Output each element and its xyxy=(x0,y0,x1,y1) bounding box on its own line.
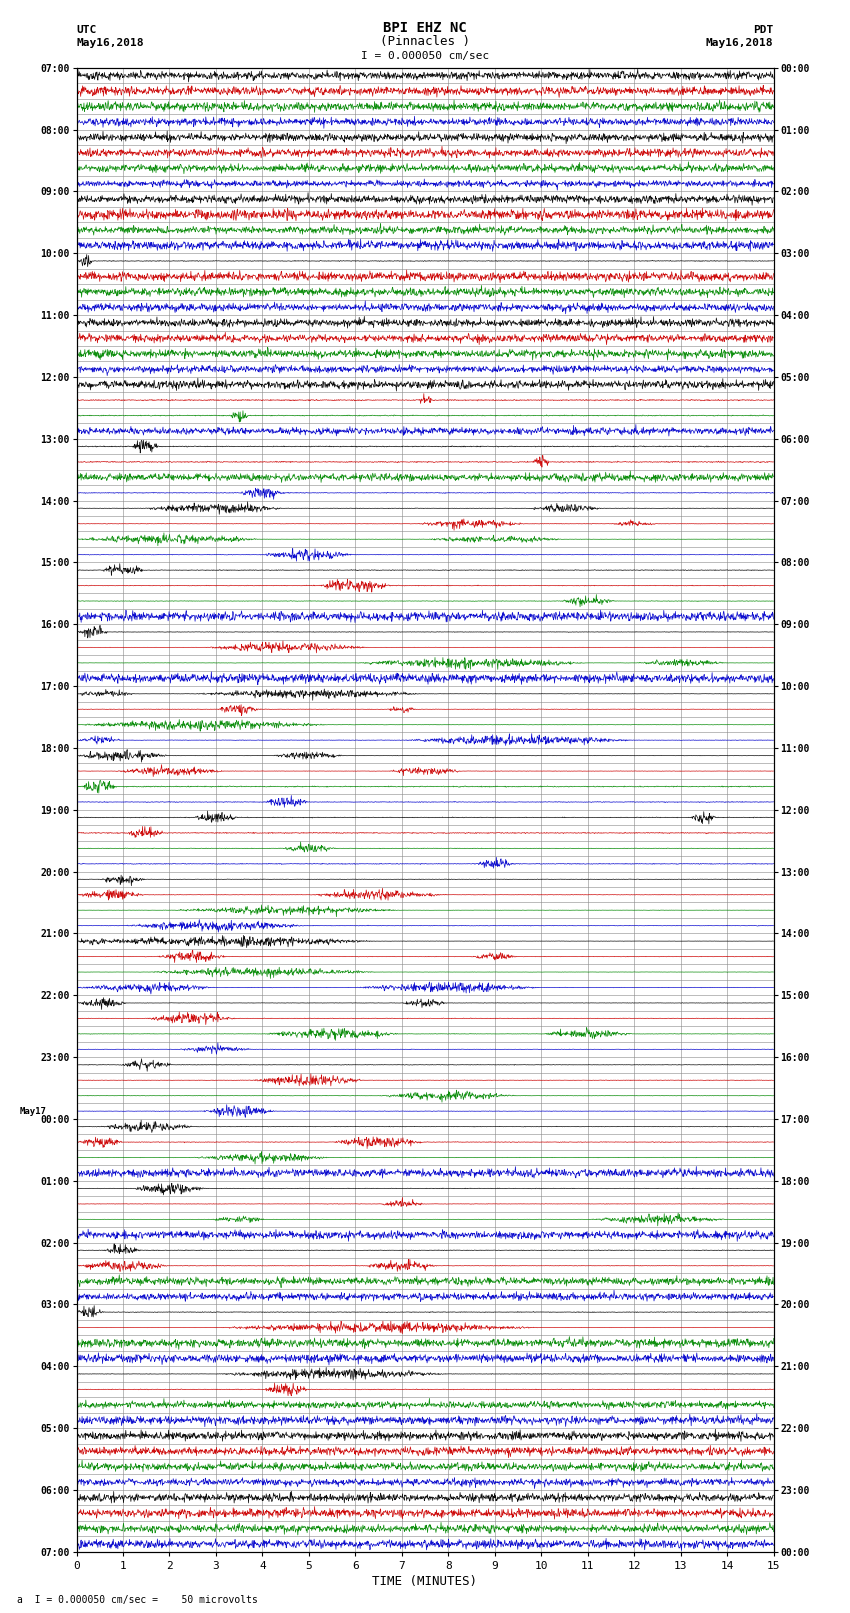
Text: I = 0.000050 cm/sec: I = 0.000050 cm/sec xyxy=(361,52,489,61)
Text: (Pinnacles ): (Pinnacles ) xyxy=(380,35,470,48)
Text: a  I = 0.000050 cm/sec =    50 microvolts: a I = 0.000050 cm/sec = 50 microvolts xyxy=(17,1595,258,1605)
Text: May17: May17 xyxy=(20,1107,46,1116)
Text: May16,2018: May16,2018 xyxy=(76,39,144,48)
Text: UTC: UTC xyxy=(76,26,97,35)
Text: PDT: PDT xyxy=(753,26,774,35)
Text: May16,2018: May16,2018 xyxy=(706,39,774,48)
Text: BPI EHZ NC: BPI EHZ NC xyxy=(383,21,467,35)
X-axis label: TIME (MINUTES): TIME (MINUTES) xyxy=(372,1574,478,1587)
